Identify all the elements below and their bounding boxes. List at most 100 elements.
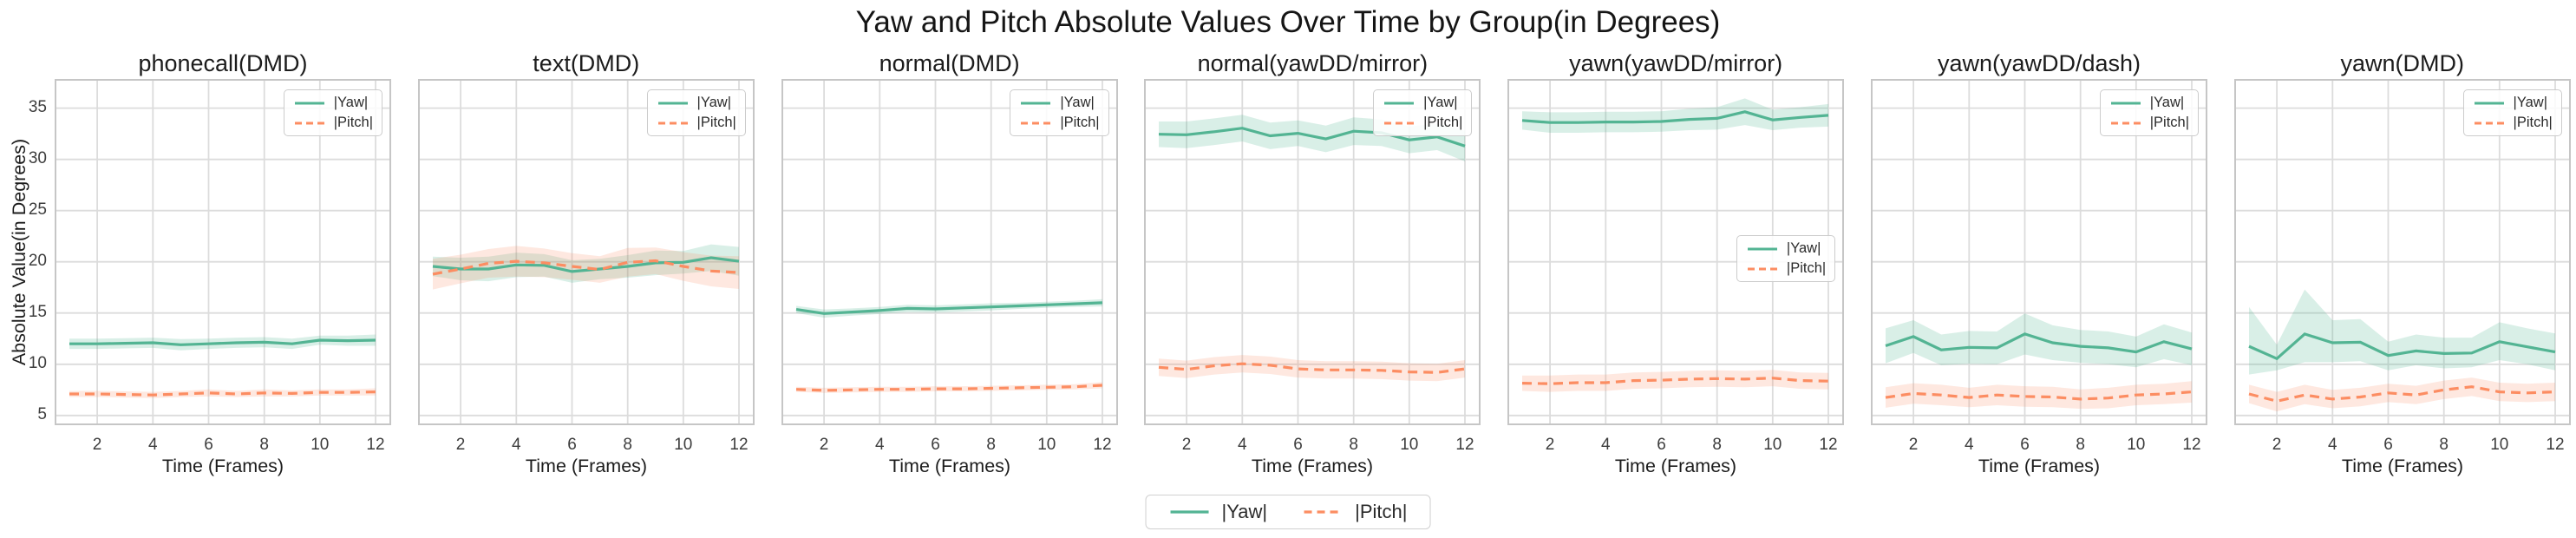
figure-legend: |Yaw| |Pitch| <box>1145 495 1431 529</box>
subplot: yawn(yawDD/dash) 2 4 6 8 10 12 Time (Frames) |Ya… <box>1871 50 2207 478</box>
pitch-line-icon <box>657 121 688 124</box>
yaw-line-icon <box>1170 510 1209 514</box>
pitch-line-icon <box>1021 121 1051 124</box>
pitch-line <box>1522 377 1829 385</box>
subplot-canvas: 2 4 6 8 10 12 Time (Frames) <box>417 79 755 476</box>
subplot-legend: |Yaw| |Pitch| <box>283 89 382 136</box>
yaw-line-icon <box>294 102 324 104</box>
x-tick-label: 4 <box>512 436 521 454</box>
x-tick-label: 8 <box>1350 436 1359 454</box>
plot-area: 2 4 6 8 10 12 Time (Frames) |Yaw| |Pitch| <box>1871 79 2207 478</box>
x-tick-label: 2 <box>1182 436 1192 454</box>
yaw-line-icon <box>1021 102 1051 104</box>
x-axis-label: Time (Frames) <box>2342 456 2463 476</box>
subplot-canvas: 2 4 6 8 10 12 Time (Frames) <box>1144 79 1481 476</box>
yaw-line <box>432 256 739 273</box>
x-tick-label: 10 <box>1037 436 1056 454</box>
yaw-band <box>1886 313 2192 368</box>
x-tick-label: 6 <box>1657 436 1666 454</box>
legend-label: |Pitch| <box>1355 501 1408 522</box>
plot-border <box>2233 79 2571 425</box>
legend-entry: |Pitch| <box>1383 114 1462 132</box>
x-tick-label: 8 <box>986 436 996 454</box>
pitch-band <box>432 246 739 290</box>
plot-border <box>55 79 391 425</box>
x-tick-label: 8 <box>2076 436 2085 454</box>
legend-entry: |Pitch| <box>2473 114 2553 132</box>
legend-entry: |Pitch| <box>2109 114 2189 132</box>
x-tick-label: 4 <box>1965 436 1974 454</box>
legend-label: |Pitch| <box>1786 260 1827 276</box>
subplot: yawn(yawDD/mirror) 2 4 6 8 10 12 Time (Frames) |… <box>1507 50 1845 478</box>
legend-entry: |Yaw| <box>1383 94 1462 112</box>
yaw-line <box>795 301 1102 315</box>
legend-label: |Pitch| <box>696 115 736 130</box>
subplot-title: yawn(yawDD/mirror) <box>1569 50 1783 76</box>
x-tick-label: 10 <box>1401 436 1419 454</box>
x-tick-label: 4 <box>1238 436 1247 454</box>
legend-entry: |Pitch| <box>1019 114 1100 132</box>
x-tick-label: 10 <box>1763 436 1782 454</box>
x-tick-label: 4 <box>148 436 158 454</box>
y-tick-label: 20 <box>28 251 47 270</box>
x-axis-label: Time (Frames) <box>889 456 1010 476</box>
chart-title: Yaw and Pitch Absolute Values Over Time … <box>855 5 1721 39</box>
x-tick-label: 2 <box>456 436 466 454</box>
pitch-line <box>432 259 739 276</box>
x-tick-label: 12 <box>1093 436 1111 454</box>
legend-label: |Pitch| <box>1060 115 1100 130</box>
subplot-title: yawn(yawDD/dash) <box>1937 50 2141 76</box>
x-tick-label: 6 <box>931 436 940 454</box>
subplot-canvas: 2 4 6 8 10 12 Time (Frames) <box>55 79 391 476</box>
x-tick-label: 8 <box>259 436 269 454</box>
subplot: text(DMD) 2 4 6 8 10 12 Time (Frames) |Yaw| |Pitc… <box>417 50 755 478</box>
subplot-canvas: 2 4 6 8 10 12 Time (Frames) <box>1871 79 2207 476</box>
pitch-line <box>2248 385 2555 403</box>
subplot: normal(DMD) 2 4 6 8 10 12 Time (Frames) |Yaw| |Pi… <box>781 50 1118 478</box>
plot-area: 2 4 6 8 10 12 Time (Frames) |Yaw| |Pitch| <box>417 79 755 478</box>
plot-area: 2 4 6 8 10 12 Time (Frames) |Yaw| |Pitch| <box>781 79 1118 478</box>
legend-entry: |Pitch| <box>293 114 373 132</box>
yaw-line-icon <box>2474 102 2504 104</box>
x-tick-label: 4 <box>875 436 885 454</box>
subplot: normal(yawDD/mirror) 2 4 6 8 10 12 Time (Frames… <box>1144 50 1481 478</box>
legend-label: |Pitch| <box>2149 115 2189 130</box>
subplot-legend: |Yaw| |Pitch| <box>1736 235 1836 282</box>
x-tick-label: 4 <box>1601 436 1611 454</box>
x-axis-label: Time (Frames) <box>1615 456 1736 476</box>
yaw-line-icon <box>1747 247 1777 250</box>
x-axis-label: Time (Frames) <box>1252 456 1373 476</box>
pitch-line <box>1159 362 1466 374</box>
plot-border <box>1507 79 1845 425</box>
pitch-line-icon <box>1384 121 1415 124</box>
pitch-line <box>1885 390 2193 401</box>
x-tick-label: 8 <box>1713 436 1723 454</box>
legend-label: |Yaw| <box>1423 95 1458 110</box>
pitch-line-icon <box>1304 510 1343 514</box>
yaw-line-icon <box>2110 102 2141 104</box>
pitch-line-icon <box>1747 267 1777 270</box>
legend-label: |Pitch| <box>2513 115 2553 130</box>
yaw-band <box>432 244 739 283</box>
x-tick-label: 6 <box>1294 436 1304 454</box>
legend-entry: |Pitch| <box>1746 259 1826 278</box>
yaw-line <box>2248 332 2556 361</box>
subplot: phonecall(DMD) 2 4 6 8 10 12 Time (Frames) |Yaw|… <box>55 50 391 478</box>
yaw-line <box>1522 110 1829 124</box>
subplot: yawn(DMD) 2 4 6 8 10 12 Time (Frames) |Yaw| |Pitc… <box>2233 50 2571 478</box>
pitch-line <box>795 384 1102 392</box>
yaw-line-icon <box>1384 102 1415 104</box>
yaw-line-icon <box>657 102 688 104</box>
x-tick-label: 2 <box>2272 436 2282 454</box>
y-tick-label: 5 <box>37 404 47 423</box>
legend-label: |Yaw| <box>333 95 369 110</box>
x-tick-label: 2 <box>819 436 828 454</box>
pitch-band <box>2248 377 2555 412</box>
subplot-legend: |Yaw| |Pitch| <box>2099 89 2199 136</box>
legend-label: |Yaw| <box>696 95 731 110</box>
plot-border <box>417 79 755 425</box>
subplot-title: yawn(DMD) <box>2340 50 2465 76</box>
x-tick-label: 8 <box>623 436 632 454</box>
legend-label: |Yaw| <box>1060 95 1095 110</box>
